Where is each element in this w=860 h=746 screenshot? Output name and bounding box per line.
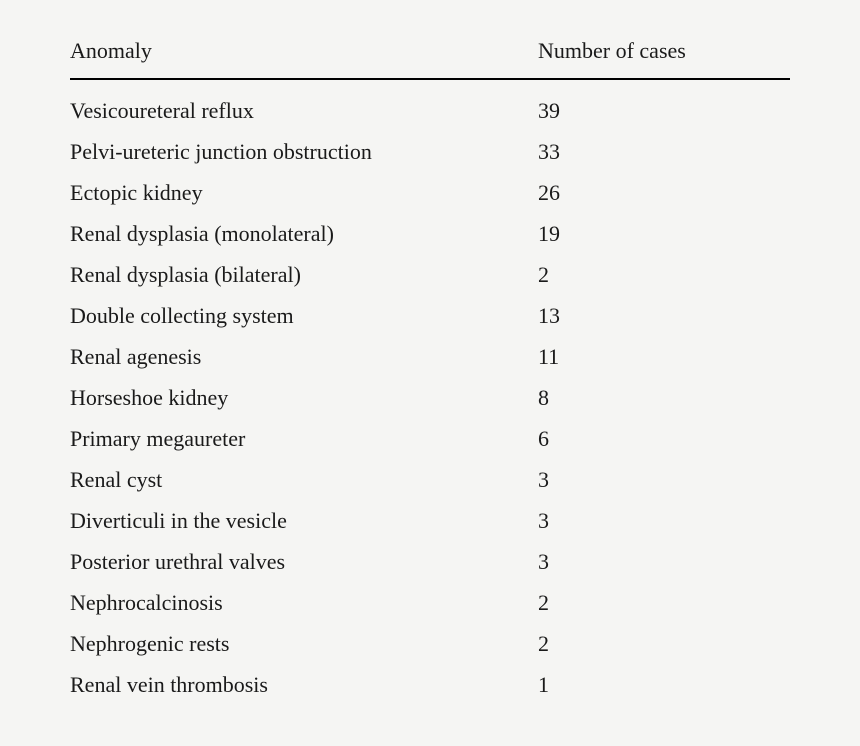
table-row: Renal cyst 3: [70, 460, 790, 501]
cell-count: 13: [538, 296, 790, 337]
table-row: Nephrogenic rests 2: [70, 624, 790, 665]
table-row: Double collecting system 13: [70, 296, 790, 337]
cell-anomaly: Nephrocalcinosis: [70, 583, 538, 624]
cell-count: 2: [538, 583, 790, 624]
anomaly-table-container: Anomaly Number of cases Vesicoureteral r…: [0, 0, 860, 746]
cell-count: 2: [538, 624, 790, 665]
cell-count: 6: [538, 419, 790, 460]
cell-anomaly: Posterior urethral valves: [70, 542, 538, 583]
table-row: Posterior urethral valves 3: [70, 542, 790, 583]
cell-count: 3: [538, 501, 790, 542]
table-row: Horseshoe kidney 8: [70, 378, 790, 419]
cell-count: 8: [538, 378, 790, 419]
cell-anomaly: Primary megaureter: [70, 419, 538, 460]
table-row: Renal vein thrombosis 1: [70, 665, 790, 706]
cell-count: 39: [538, 79, 790, 132]
cell-anomaly: Pelvi-ureteric junction obstruction: [70, 132, 538, 173]
cell-count: 3: [538, 460, 790, 501]
table-body: Vesicoureteral reflux 39 Pelvi-ureteric …: [70, 79, 790, 706]
cell-anomaly: Vesicoureteral reflux: [70, 79, 538, 132]
cell-count: 3: [538, 542, 790, 583]
cell-anomaly: Renal dysplasia (bilateral): [70, 255, 538, 296]
cell-anomaly: Renal dysplasia (monolateral): [70, 214, 538, 255]
cell-count: 1: [538, 665, 790, 706]
table-row: Pelvi-ureteric junction obstruction 33: [70, 132, 790, 173]
cell-count: 33: [538, 132, 790, 173]
cell-anomaly: Double collecting system: [70, 296, 538, 337]
cell-anomaly: Diverticuli in the vesicle: [70, 501, 538, 542]
table-row: Vesicoureteral reflux 39: [70, 79, 790, 132]
anomaly-table: Anomaly Number of cases Vesicoureteral r…: [70, 30, 790, 706]
table-header-row: Anomaly Number of cases: [70, 30, 790, 79]
cell-count: 26: [538, 173, 790, 214]
cell-count: 11: [538, 337, 790, 378]
cell-anomaly: Horseshoe kidney: [70, 378, 538, 419]
table-row: Renal agenesis 11: [70, 337, 790, 378]
table-row: Ectopic kidney 26: [70, 173, 790, 214]
cell-anomaly: Renal cyst: [70, 460, 538, 501]
cell-anomaly: Renal agenesis: [70, 337, 538, 378]
cell-count: 2: [538, 255, 790, 296]
table-row: Nephrocalcinosis 2: [70, 583, 790, 624]
column-header-count: Number of cases: [538, 30, 790, 79]
cell-count: 19: [538, 214, 790, 255]
table-row: Renal dysplasia (monolateral) 19: [70, 214, 790, 255]
cell-anomaly: Ectopic kidney: [70, 173, 538, 214]
cell-anomaly: Renal vein thrombosis: [70, 665, 538, 706]
column-header-anomaly: Anomaly: [70, 30, 538, 79]
table-row: Renal dysplasia (bilateral) 2: [70, 255, 790, 296]
table-row: Primary megaureter 6: [70, 419, 790, 460]
cell-anomaly: Nephrogenic rests: [70, 624, 538, 665]
table-row: Diverticuli in the vesicle 3: [70, 501, 790, 542]
